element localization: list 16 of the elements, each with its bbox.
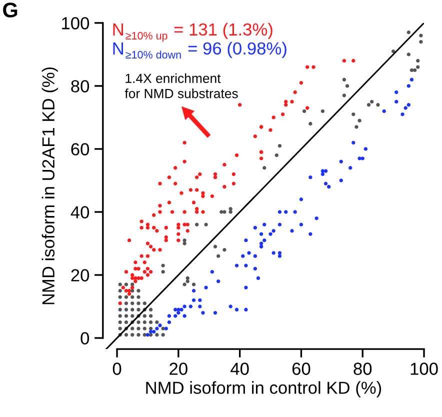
x-tick-label: 0 bbox=[112, 362, 122, 375]
y-tick-label: 40 bbox=[70, 206, 90, 218]
annotation: 1.4X enrichment for NMD substrates bbox=[124, 73, 238, 98]
x-tick-label: 100 bbox=[410, 362, 438, 375]
x-tick-label: 80 bbox=[354, 362, 372, 375]
y-axis-title: NMD isoform in U2AF1 KD (%) bbox=[42, 67, 58, 304]
text: G bbox=[3, 2, 18, 18]
x-tick-label: 20 bbox=[170, 362, 188, 375]
y-tick-label: 60 bbox=[71, 143, 90, 156]
y-tick-label: 20 bbox=[71, 269, 90, 282]
x-tick-label: 40 bbox=[230, 362, 249, 375]
x-tick-label: 60 bbox=[292, 362, 310, 375]
y-tick-label: 80 bbox=[71, 80, 90, 92]
y-tick-label: 100 bbox=[62, 17, 90, 30]
x-axis-title: NMD isoform in control KD (%) bbox=[146, 381, 382, 398]
y-tick-label: 0 bbox=[80, 332, 90, 344]
